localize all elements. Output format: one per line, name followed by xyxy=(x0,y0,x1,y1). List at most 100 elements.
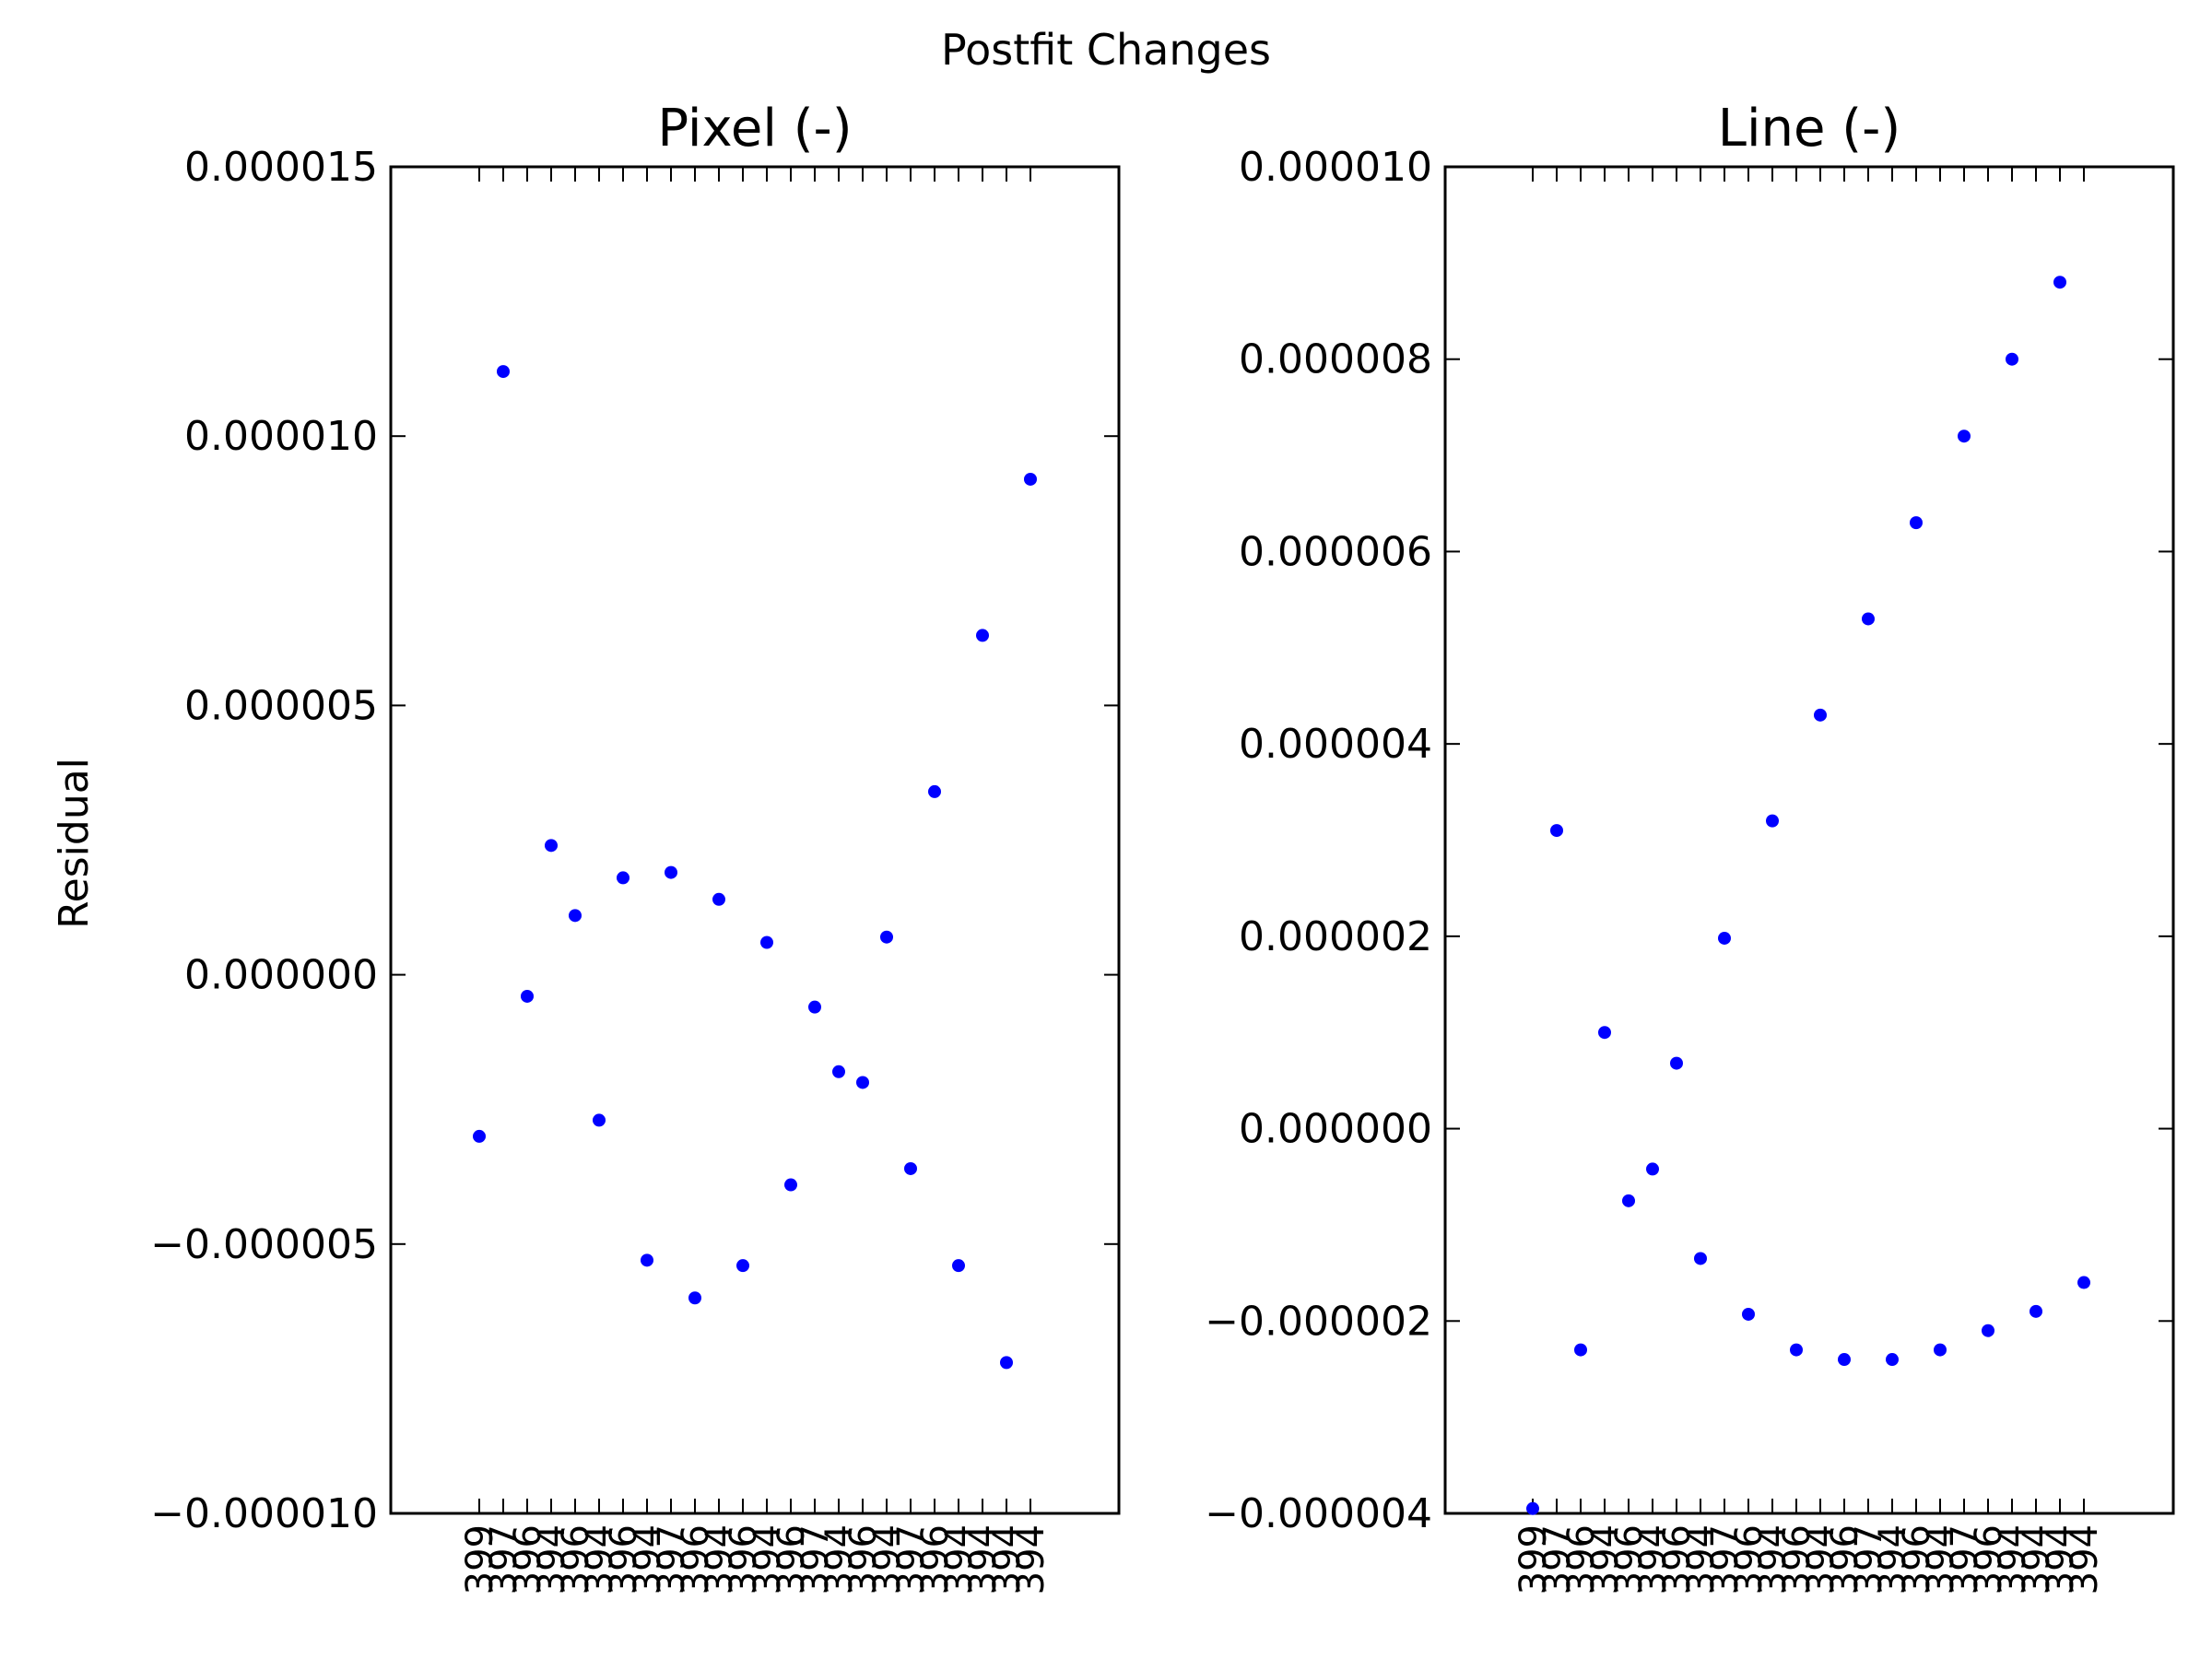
axes-frame xyxy=(1443,165,2175,1515)
data-point xyxy=(473,1129,486,1143)
y-tick-label: 0.000010 xyxy=(184,413,378,460)
y-tick-label: −0.000002 xyxy=(1205,1298,1432,1345)
figure-suptitle: Postfit Changes xyxy=(941,25,1271,75)
y-axis-label: Residual xyxy=(51,758,98,929)
x-tick-label: 394 xyxy=(1680,1524,1723,1594)
x-tick-label: 397 xyxy=(794,1524,837,1594)
x-tick-label: 394 xyxy=(818,1524,861,1594)
x-tick-label: 394 xyxy=(2016,1524,2058,1594)
x-tick-label: 396 xyxy=(1776,1524,1818,1594)
data-point xyxy=(665,865,677,879)
x-tick-label: 394 xyxy=(938,1524,981,1594)
data-point xyxy=(1790,1343,1803,1357)
y-tick-label: 0.000004 xyxy=(1239,721,1432,768)
data-point xyxy=(1982,1324,1994,1337)
x-tick-label: 399 xyxy=(459,1524,501,1594)
x-tick-label: 394 xyxy=(531,1524,573,1594)
x-tick-label: 396 xyxy=(1656,1524,1699,1594)
axes-title: Line (-) xyxy=(1718,99,1900,159)
data-point xyxy=(2077,1276,2090,1289)
data-point xyxy=(1598,1026,1611,1040)
pixel-panel: Pixel (-) −0.000010 −0.000005 0.000000 0.000… xyxy=(150,99,1121,1594)
data-point xyxy=(688,1291,701,1305)
x-tick-label: 396 xyxy=(771,1524,813,1594)
data-point xyxy=(1958,429,1971,443)
y-tick-label: −0.000010 xyxy=(150,1490,378,1537)
data-point xyxy=(832,1065,845,1078)
axes-title: Pixel (-) xyxy=(657,99,852,159)
y-tick-label: 0.000010 xyxy=(1239,144,1432,191)
x-tick-label: 399 xyxy=(1512,1524,1555,1594)
x-tick-label: 396 xyxy=(842,1524,885,1594)
x-tick-label: 396 xyxy=(603,1524,645,1594)
data-point xyxy=(856,1076,869,1089)
data-point xyxy=(593,1113,606,1127)
x-tick-label: 396 xyxy=(507,1524,549,1594)
x-tick-label: 397 xyxy=(651,1524,693,1594)
data-point xyxy=(880,930,893,944)
data-point xyxy=(1024,472,1037,486)
y-tick-label: −0.000004 xyxy=(1205,1490,1432,1537)
x-tick-label: 394 xyxy=(627,1524,669,1594)
x-tick-label: 394 xyxy=(1010,1524,1053,1594)
x-tick-label: 394 xyxy=(2064,1524,2106,1594)
x-tick-label: 396 xyxy=(1608,1524,1651,1594)
data-point xyxy=(617,871,629,885)
x-tick-label: 396 xyxy=(723,1524,765,1594)
axes-frame xyxy=(389,165,1121,1515)
data-point xyxy=(1622,1194,1635,1207)
x-tick-label: 397 xyxy=(483,1524,525,1594)
x-tick-label: 396 xyxy=(555,1524,597,1594)
data-point xyxy=(497,365,510,379)
data-point xyxy=(545,839,558,853)
data-point xyxy=(1886,1353,1899,1367)
data-point xyxy=(976,629,989,642)
data-point xyxy=(2053,276,2066,289)
x-tick-label: 394 xyxy=(1872,1524,1914,1594)
data-point xyxy=(760,935,773,949)
data-point xyxy=(641,1253,653,1267)
data-point xyxy=(1838,1353,1851,1367)
x-tick-label: 394 xyxy=(986,1524,1029,1594)
x-tick-label: 396 xyxy=(1824,1524,1866,1594)
data-point xyxy=(2006,352,2018,366)
data-point xyxy=(1670,1056,1683,1070)
x-tick-label: 396 xyxy=(1728,1524,1771,1594)
data-point xyxy=(1934,1343,1947,1357)
x-tick-label: 397 xyxy=(1848,1524,1890,1594)
data-point xyxy=(736,1259,749,1273)
x-tick-label: 396 xyxy=(1896,1524,1938,1594)
x-tick-label: 394 xyxy=(579,1524,621,1594)
x-tick-label: 394 xyxy=(747,1524,789,1594)
data-point xyxy=(712,892,725,906)
data-point xyxy=(1550,824,1563,838)
data-point xyxy=(952,1259,965,1273)
data-point xyxy=(1574,1343,1587,1357)
x-tick-label: 394 xyxy=(1752,1524,1794,1594)
x-tick-label: 394 xyxy=(2040,1524,2082,1594)
x-tick-label: 394 xyxy=(1632,1524,1675,1594)
y-tick-label: −0.000005 xyxy=(150,1221,378,1268)
x-tick-label: 394 xyxy=(699,1524,741,1594)
data-point xyxy=(569,909,582,923)
x-tick-label: 396 xyxy=(675,1524,717,1594)
x-tick-label: 396 xyxy=(1968,1524,2010,1594)
x-tick-label: 396 xyxy=(914,1524,957,1594)
y-tick-label: 0.000000 xyxy=(184,952,378,999)
data-point xyxy=(1862,612,1875,626)
data-point xyxy=(1000,1356,1013,1370)
x-tick-label: 396 xyxy=(1560,1524,1603,1594)
x-tick-label: 394 xyxy=(1992,1524,2034,1594)
x-tick-label: 394 xyxy=(1800,1524,1842,1594)
data-point xyxy=(1910,516,1923,530)
y-tick-label: 0.000005 xyxy=(184,682,378,729)
x-tick-label: 397 xyxy=(1944,1524,1986,1594)
x-tick-label: 397 xyxy=(1536,1524,1579,1594)
data-point xyxy=(808,1000,821,1014)
data-point xyxy=(521,989,534,1003)
y-tick-label: 0.000015 xyxy=(184,144,378,191)
x-tick-label: 397 xyxy=(890,1524,933,1594)
data-point xyxy=(784,1178,797,1192)
data-point xyxy=(1646,1162,1659,1176)
